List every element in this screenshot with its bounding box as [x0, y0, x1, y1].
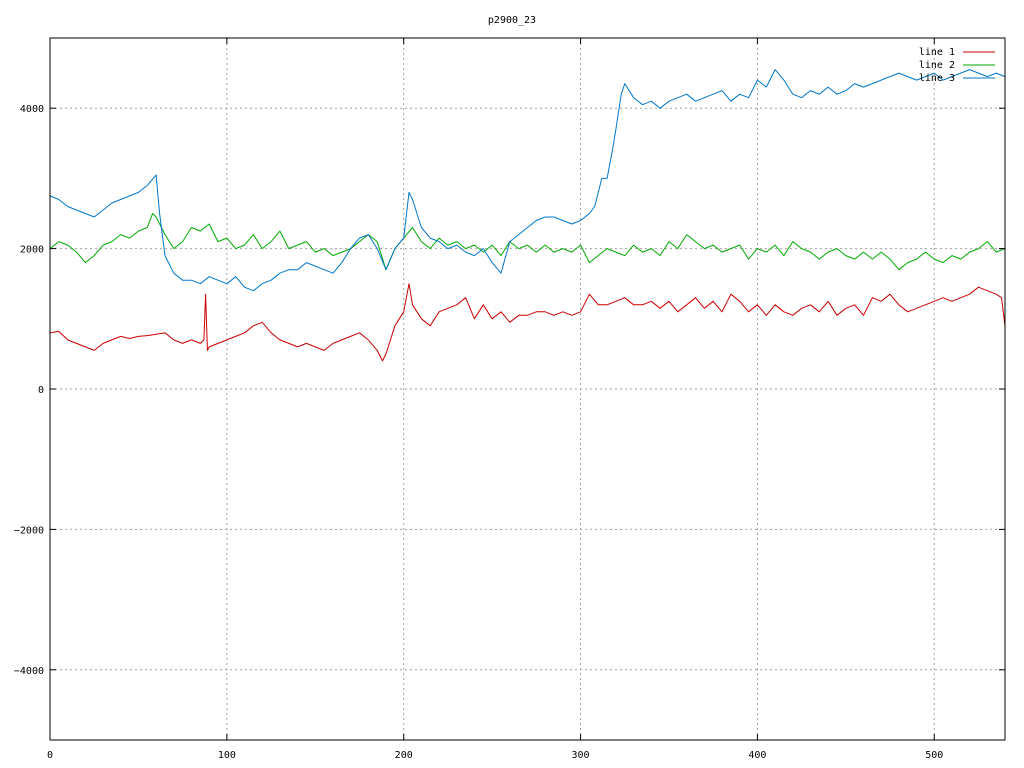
legend-label-2: line 2 [919, 60, 955, 71]
grid [50, 38, 1005, 740]
x-tick-label: 300 [572, 750, 590, 761]
series-line-2 [49, 213, 1006, 271]
y-tick-label: 4000 [20, 104, 44, 115]
x-tick-label: 500 [925, 750, 943, 761]
x-tick-label: 0 [47, 750, 53, 761]
legend-label-3: line 3 [919, 73, 955, 84]
axis-ticks: 0 100 200 300 400 500 −4000 −2000 0 2000 4000 [14, 38, 1005, 761]
x-tick-label: 100 [218, 750, 236, 761]
y-tick-label: −2000 [14, 525, 44, 536]
x-tick-label: 400 [748, 750, 766, 761]
legend: line 1 line 2 line 3 [919, 47, 995, 84]
y-tick-label: 0 [38, 385, 44, 396]
chart-title: p2900_23 [488, 15, 536, 26]
series-line-1 [49, 283, 1006, 362]
y-tick-label: 2000 [20, 245, 44, 256]
y-tick-label: −4000 [14, 666, 44, 677]
legend-label-1: line 1 [919, 47, 955, 58]
series-line-3 [49, 69, 1006, 292]
x-tick-label: 200 [395, 750, 413, 761]
series-layer [49, 69, 1006, 362]
